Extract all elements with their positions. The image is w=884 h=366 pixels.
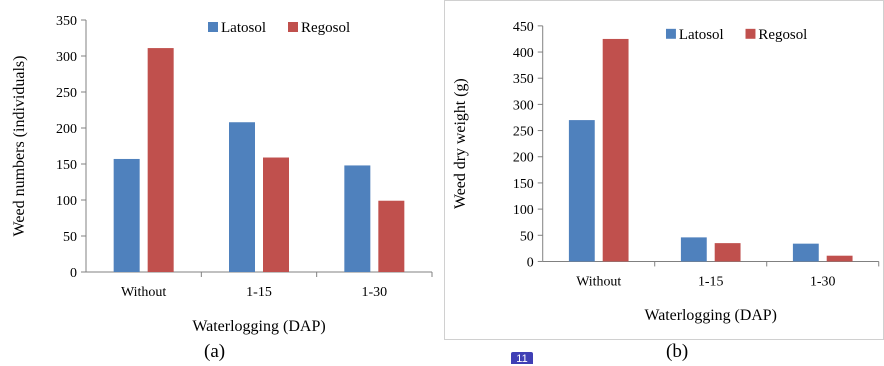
caption-b: (b) — [666, 341, 689, 362]
x-tick-label: 1-15 — [698, 274, 724, 289]
bar-latosol-without — [113, 158, 140, 272]
y-tick-label: 250 — [56, 86, 77, 101]
y-tick-label: 350 — [56, 14, 77, 29]
legend-label-latosol: Latosol — [679, 27, 724, 43]
y-tick-label: 0 — [70, 266, 77, 281]
chart-panel-b: 0 50 100 150 200 250 300 350 400 450 Without 1-15 1-… — [444, 0, 884, 364]
bar-latosol-1-30 — [344, 165, 371, 272]
y-axis-title: Weed numbers (individuals) — [11, 56, 28, 237]
bar-regosol-without — [147, 48, 174, 272]
y-tick-label: 100 — [56, 194, 77, 209]
legend-swatch-latosol — [665, 28, 676, 39]
y-tick-label: 300 — [513, 98, 534, 113]
y-tick-label: 400 — [513, 46, 534, 61]
y-tick-label: 50 — [63, 230, 77, 245]
caption-a: (a) — [204, 341, 226, 362]
y-tick-label: 150 — [513, 177, 534, 192]
y-tick-label: 350 — [513, 72, 534, 87]
x-tick-label: 1-30 — [810, 274, 836, 289]
legend-swatch-latosol — [208, 22, 218, 32]
page-number-badge: 11 — [511, 352, 533, 365]
bar-regosol-1-15 — [263, 157, 289, 272]
x-axis-title: Waterlogging (DAP) — [192, 318, 325, 335]
x-tick-label: Without — [576, 274, 621, 289]
legend-swatch-regosol — [745, 28, 756, 39]
x-tick-label: 1-15 — [246, 285, 272, 300]
bar-latosol-1-15 — [229, 122, 255, 273]
bar-regosol-1-15 — [714, 243, 741, 262]
chart-panel-a: 0 50 100 150 200 250 300 350 Without 1-15 1-30 Lato… — [0, 0, 440, 364]
bar-latosol-1-15 — [680, 237, 707, 262]
chart-a: 0 50 100 150 200 250 300 350 Without 1-15 1-30 Lato… — [11, 14, 433, 335]
y-tick-label: 150 — [56, 158, 77, 173]
y-tick-label: 50 — [520, 229, 534, 244]
bar-latosol-1-30 — [792, 243, 819, 262]
y-tick-label: 100 — [513, 203, 534, 218]
legend-label-regosol: Regosol — [301, 20, 350, 36]
x-tick-label: 1-30 — [361, 285, 387, 300]
legend-swatch-regosol — [288, 22, 298, 32]
chart-b: 0 50 100 150 200 250 300 350 400 450 Without 1-15 1-… — [444, 0, 884, 340]
legend-label-latosol: Latosol — [221, 20, 266, 36]
x-tick-label: Without — [121, 285, 166, 300]
y-tick-label: 450 — [513, 20, 534, 35]
bar-regosol-without — [602, 38, 629, 262]
bar-regosol-1-30 — [378, 200, 405, 272]
bar-regosol-1-30 — [826, 255, 853, 262]
y-tick-label: 0 — [527, 255, 534, 270]
y-tick-label: 300 — [56, 50, 77, 65]
y-axis-title: Weed dry weight (g) — [452, 78, 469, 209]
x-axis-title: Waterlogging (DAP) — [644, 307, 776, 324]
y-tick-label: 200 — [56, 122, 77, 137]
legend-label-regosol: Regosol — [758, 27, 807, 43]
y-tick-label: 250 — [513, 125, 534, 140]
bar-latosol-without — [568, 120, 595, 262]
y-tick-label: 200 — [513, 151, 534, 166]
